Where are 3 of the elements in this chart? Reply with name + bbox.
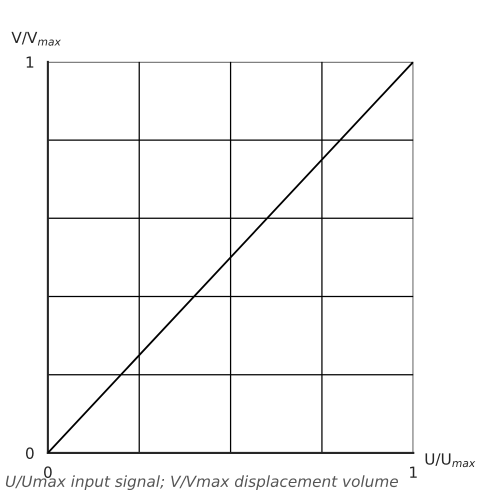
x-axis-title: U/U$_{max}$: [426, 453, 476, 468]
text: U/Umax input signal; V/Vmax displacement volume: [6, 475, 398, 490]
y-axis-title: V/V$_{max}$: [11, 32, 61, 46]
